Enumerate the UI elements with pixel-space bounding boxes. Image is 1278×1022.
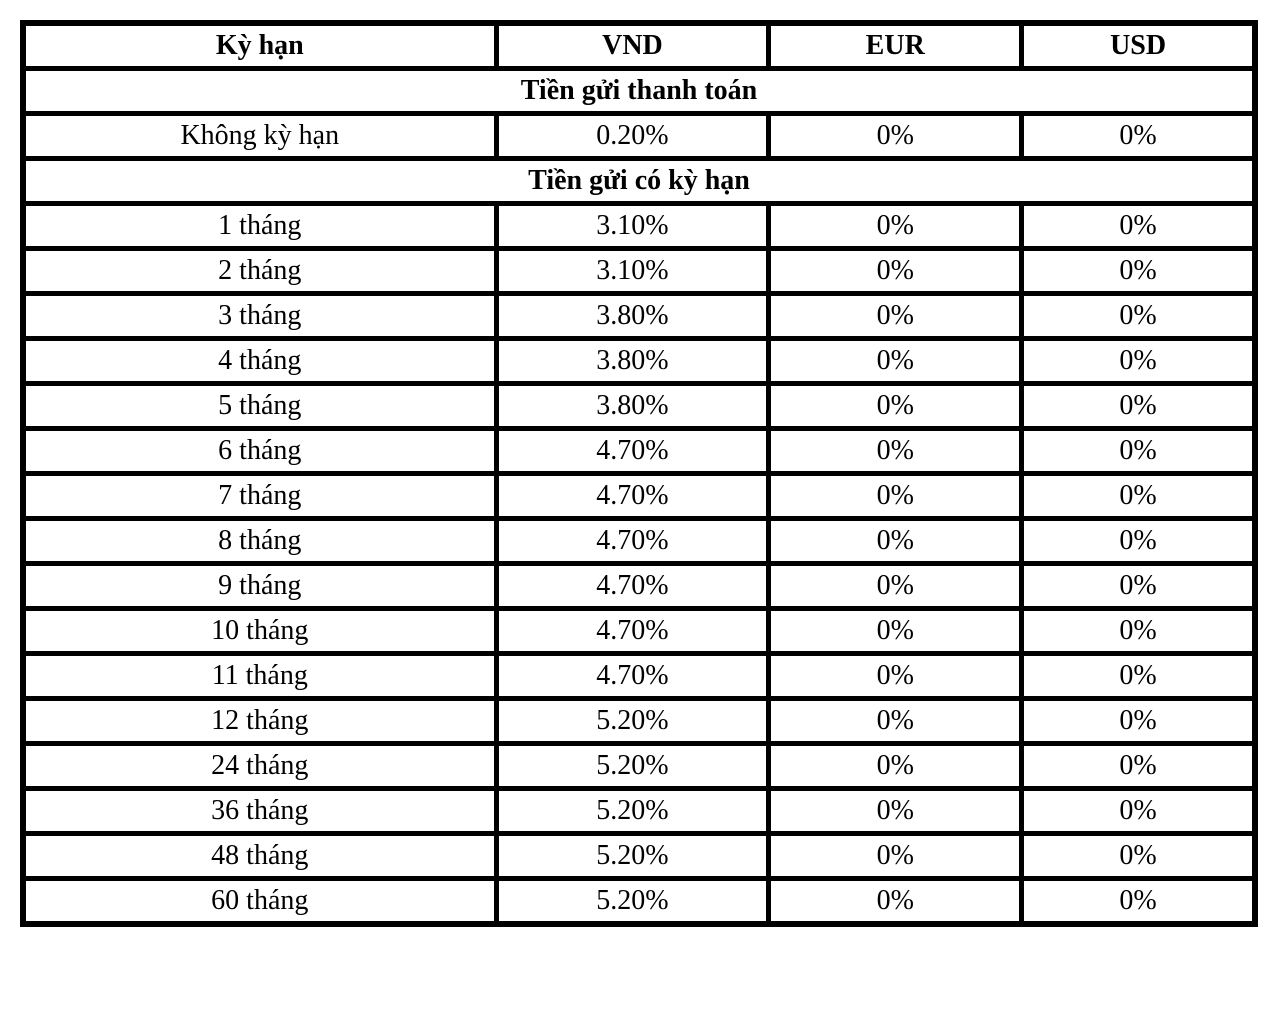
- cell-term: 9 tháng: [25, 565, 495, 607]
- cell-eur: 0%: [770, 430, 1020, 472]
- table-row: 8 tháng 4.70% 0% 0%: [25, 520, 1253, 562]
- cell-vnd: 3.10%: [498, 205, 768, 247]
- cell-vnd: 5.20%: [498, 880, 768, 922]
- cell-vnd: 0.20%: [498, 115, 768, 157]
- cell-vnd: 5.20%: [498, 745, 768, 787]
- section-title: Tiền gửi có kỳ hạn: [25, 160, 1253, 202]
- cell-usd: 0%: [1023, 205, 1253, 247]
- cell-term: 12 tháng: [25, 700, 495, 742]
- table-row: 5 tháng 3.80% 0% 0%: [25, 385, 1253, 427]
- cell-term: 11 tháng: [25, 655, 495, 697]
- cell-term: 36 tháng: [25, 790, 495, 832]
- col-header-term: Kỳ hạn: [25, 25, 495, 67]
- cell-usd: 0%: [1023, 880, 1253, 922]
- cell-usd: 0%: [1023, 385, 1253, 427]
- cell-eur: 0%: [770, 700, 1020, 742]
- cell-term: Không kỳ hạn: [25, 115, 495, 157]
- col-header-vnd: VND: [498, 25, 768, 67]
- cell-eur: 0%: [770, 340, 1020, 382]
- cell-usd: 0%: [1023, 790, 1253, 832]
- table-row: 9 tháng 4.70% 0% 0%: [25, 565, 1253, 607]
- table-row: 48 tháng 5.20% 0% 0%: [25, 835, 1253, 877]
- col-header-usd: USD: [1023, 25, 1253, 67]
- cell-usd: 0%: [1023, 340, 1253, 382]
- cell-usd: 0%: [1023, 565, 1253, 607]
- cell-term: 1 tháng: [25, 205, 495, 247]
- cell-eur: 0%: [770, 385, 1020, 427]
- cell-term: 5 tháng: [25, 385, 495, 427]
- cell-usd: 0%: [1023, 430, 1253, 472]
- cell-eur: 0%: [770, 520, 1020, 562]
- cell-eur: 0%: [770, 475, 1020, 517]
- cell-vnd: 3.10%: [498, 250, 768, 292]
- cell-usd: 0%: [1023, 610, 1253, 652]
- cell-eur: 0%: [770, 835, 1020, 877]
- cell-vnd: 3.80%: [498, 340, 768, 382]
- cell-vnd: 3.80%: [498, 385, 768, 427]
- section-title: Tiền gửi thanh toán: [25, 70, 1253, 112]
- table-header-row: Kỳ hạn VND EUR USD: [25, 25, 1253, 67]
- col-header-eur: EUR: [770, 25, 1020, 67]
- cell-eur: 0%: [770, 565, 1020, 607]
- table-row: 6 tháng 4.70% 0% 0%: [25, 430, 1253, 472]
- table-row: 1 tháng 3.10% 0% 0%: [25, 205, 1253, 247]
- cell-vnd: 4.70%: [498, 520, 768, 562]
- cell-usd: 0%: [1023, 475, 1253, 517]
- cell-vnd: 4.70%: [498, 610, 768, 652]
- cell-eur: 0%: [770, 790, 1020, 832]
- cell-term: 4 tháng: [25, 340, 495, 382]
- cell-term: 48 tháng: [25, 835, 495, 877]
- cell-vnd: 3.80%: [498, 295, 768, 337]
- table-row: 24 tháng 5.20% 0% 0%: [25, 745, 1253, 787]
- cell-eur: 0%: [770, 250, 1020, 292]
- cell-eur: 0%: [770, 610, 1020, 652]
- cell-eur: 0%: [770, 745, 1020, 787]
- cell-vnd: 4.70%: [498, 565, 768, 607]
- cell-eur: 0%: [770, 205, 1020, 247]
- cell-vnd: 4.70%: [498, 655, 768, 697]
- interest-rate-table: Kỳ hạn VND EUR USD Tiền gửi thanh toán K…: [20, 20, 1258, 927]
- cell-vnd: 5.20%: [498, 700, 768, 742]
- cell-usd: 0%: [1023, 520, 1253, 562]
- cell-term: 6 tháng: [25, 430, 495, 472]
- section-row: Tiền gửi thanh toán: [25, 70, 1253, 112]
- table-row: 60 tháng 5.20% 0% 0%: [25, 880, 1253, 922]
- table-row: 11 tháng 4.70% 0% 0%: [25, 655, 1253, 697]
- table-row: 12 tháng 5.20% 0% 0%: [25, 700, 1253, 742]
- cell-vnd: 4.70%: [498, 475, 768, 517]
- cell-usd: 0%: [1023, 655, 1253, 697]
- cell-vnd: 4.70%: [498, 430, 768, 472]
- cell-eur: 0%: [770, 880, 1020, 922]
- table-row: 7 tháng 4.70% 0% 0%: [25, 475, 1253, 517]
- cell-term: 10 tháng: [25, 610, 495, 652]
- table-row: 36 tháng 5.20% 0% 0%: [25, 790, 1253, 832]
- cell-term: 8 tháng: [25, 520, 495, 562]
- cell-usd: 0%: [1023, 700, 1253, 742]
- table-row: 4 tháng 3.80% 0% 0%: [25, 340, 1253, 382]
- cell-eur: 0%: [770, 655, 1020, 697]
- cell-term: 2 tháng: [25, 250, 495, 292]
- cell-term: 24 tháng: [25, 745, 495, 787]
- section-row: Tiền gửi có kỳ hạn: [25, 160, 1253, 202]
- table-row: 2 tháng 3.10% 0% 0%: [25, 250, 1253, 292]
- cell-usd: 0%: [1023, 115, 1253, 157]
- cell-term: 3 tháng: [25, 295, 495, 337]
- cell-usd: 0%: [1023, 295, 1253, 337]
- cell-vnd: 5.20%: [498, 835, 768, 877]
- cell-vnd: 5.20%: [498, 790, 768, 832]
- cell-usd: 0%: [1023, 250, 1253, 292]
- table-row: Không kỳ hạn 0.20% 0% 0%: [25, 115, 1253, 157]
- cell-eur: 0%: [770, 115, 1020, 157]
- cell-term: 7 tháng: [25, 475, 495, 517]
- cell-term: 60 tháng: [25, 880, 495, 922]
- cell-usd: 0%: [1023, 745, 1253, 787]
- cell-eur: 0%: [770, 295, 1020, 337]
- table-row: 3 tháng 3.80% 0% 0%: [25, 295, 1253, 337]
- cell-usd: 0%: [1023, 835, 1253, 877]
- table-row: 10 tháng 4.70% 0% 0%: [25, 610, 1253, 652]
